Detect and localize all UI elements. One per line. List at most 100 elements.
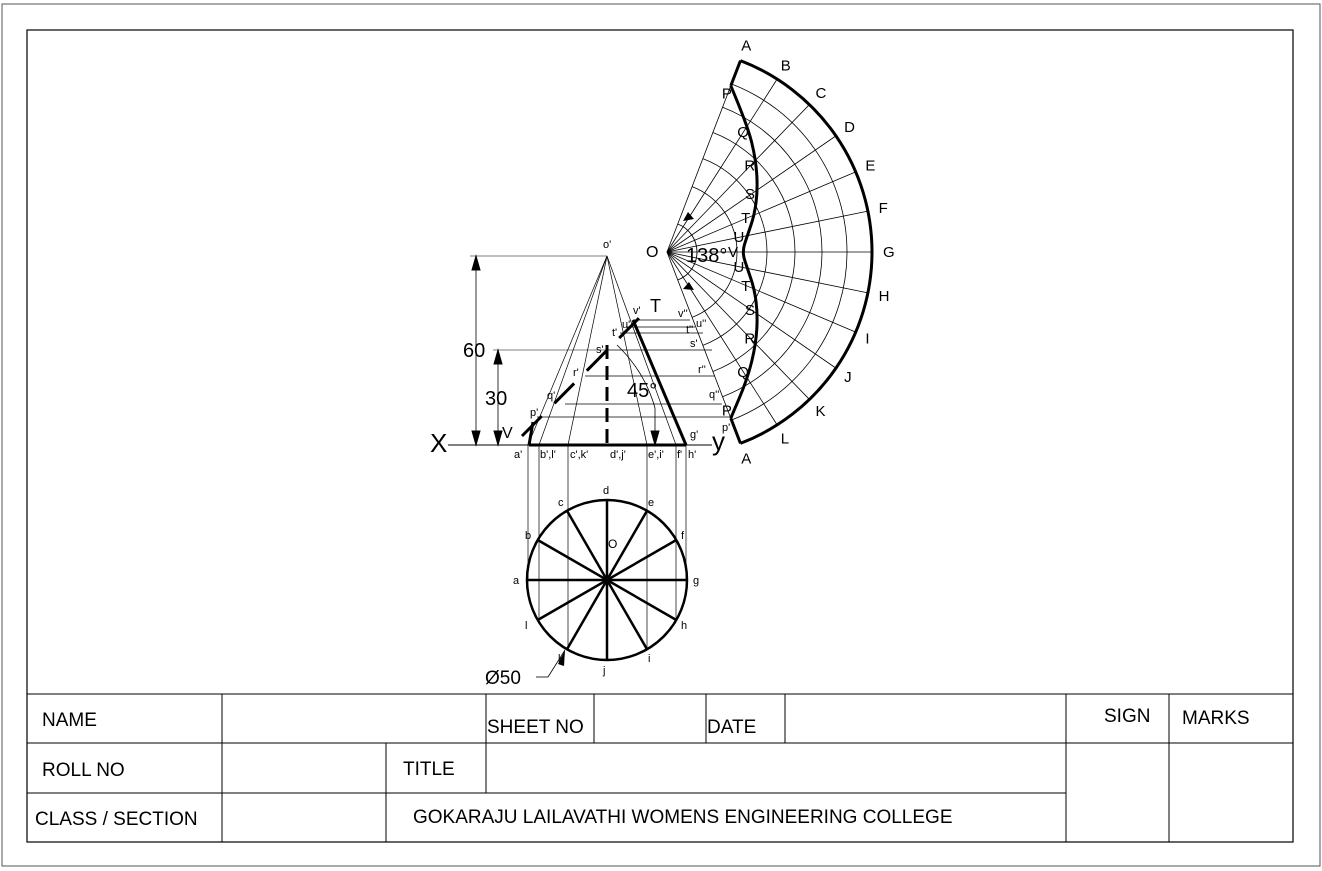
- date-label: DATE: [707, 717, 756, 738]
- development-curve-label: P: [722, 85, 732, 102]
- development-generator: [666, 210, 868, 253]
- projection-label: s': [690, 338, 698, 350]
- development-generator: [666, 251, 868, 294]
- development-generator: [666, 78, 778, 253]
- sign-label: SIGN: [1104, 706, 1150, 727]
- section-curve: [729, 85, 759, 419]
- cut-end-label: T: [650, 296, 661, 316]
- projection-label: v'': [678, 308, 688, 320]
- plan-point-label: f: [681, 530, 685, 542]
- projection-label: r'': [698, 364, 706, 376]
- plan-point-label: k: [558, 653, 564, 665]
- development-angle-label: 138°: [686, 245, 727, 267]
- development-arc-label: L: [781, 430, 789, 447]
- x-label: X: [430, 428, 447, 458]
- section-label: s': [596, 344, 604, 356]
- development-arc-label: K: [816, 403, 826, 420]
- development-arc-label: A: [741, 450, 751, 467]
- plan-point-label: l: [525, 620, 527, 632]
- development-curve-label: Q: [737, 364, 749, 381]
- section-label: v': [633, 305, 641, 317]
- development-curve-label: S: [745, 302, 755, 319]
- development-curve-label: T: [741, 210, 750, 227]
- plan-point-label: c: [558, 497, 564, 509]
- college-name: GOKARAJU LAILAVATHI WOMENS ENGINEERING C…: [413, 807, 953, 828]
- development-generator: [666, 251, 741, 444]
- generators: [527, 255, 677, 446]
- plan-point-label: j: [602, 665, 605, 677]
- base-label: e',i': [648, 449, 664, 461]
- plan-projectors: [527, 445, 687, 650]
- development-curve-label: Q: [737, 124, 749, 141]
- projection-label: p': [722, 422, 730, 434]
- dim-height-label: 60: [463, 340, 485, 362]
- development-arc-label: E: [865, 158, 875, 175]
- development-generator: [666, 251, 837, 369]
- cut-start-label: V: [502, 425, 513, 442]
- top-plan: [525, 498, 689, 678]
- development-arc-label: A: [741, 38, 751, 55]
- development: [666, 59, 874, 445]
- base-label: d',j': [610, 449, 626, 461]
- plan-point-label: g: [693, 575, 699, 587]
- development-apex-label: O: [646, 244, 658, 261]
- base-label: a': [514, 449, 522, 461]
- projection-label: u'': [696, 318, 706, 330]
- development-arc-label: C: [816, 85, 827, 102]
- name-label: NAME: [42, 710, 97, 731]
- plan-point-label: d: [603, 485, 609, 497]
- plan-spoke: [537, 538, 677, 622]
- section-label: r': [573, 367, 579, 379]
- sheet-no-label: SHEET NO: [487, 717, 584, 738]
- outer-border: [1, 3, 1321, 867]
- apex-label: o': [603, 239, 611, 251]
- development-arc-label: J: [844, 369, 852, 386]
- class-section-label: CLASS / SECTION: [35, 809, 198, 830]
- development-arc-label: H: [879, 288, 890, 305]
- projection-lines: [537, 319, 732, 418]
- y-label: y: [712, 426, 725, 456]
- development-generator: [666, 251, 778, 426]
- development-arc-label: B: [781, 58, 791, 75]
- development-generator: [666, 60, 741, 253]
- development-arc-label: G: [883, 244, 895, 261]
- diameter-label: Ø50: [485, 668, 521, 689]
- title-label: TITLE: [403, 759, 455, 780]
- development-curve-label: S: [745, 186, 755, 203]
- cutting-plane: [520, 305, 652, 438]
- base-label: g': [690, 429, 698, 441]
- development-curve-label: T: [741, 278, 750, 295]
- development-curve-label: U: [734, 229, 745, 246]
- development-generator: [666, 251, 810, 400]
- development-generator: [666, 135, 837, 253]
- section-label: q': [547, 390, 555, 402]
- inner-border: [26, 29, 1294, 843]
- base-label: h': [688, 449, 696, 461]
- base-label: c',k': [570, 449, 588, 461]
- development-outer-arc: [739, 59, 874, 445]
- section-label: u': [622, 319, 630, 331]
- plan-point-label: e: [648, 497, 654, 509]
- marks-label: MARKS: [1182, 708, 1250, 729]
- development-curve-label: V: [728, 244, 738, 261]
- development-arc-label: D: [844, 119, 855, 136]
- development-arc-label: F: [879, 200, 888, 217]
- plan-point-label: a: [513, 575, 520, 587]
- plan-center-label: O: [608, 537, 617, 551]
- projection-label: t'': [686, 324, 693, 336]
- front-elevation: [448, 254, 732, 650]
- development-curve-label: P: [722, 403, 732, 420]
- development-generator: [666, 251, 856, 333]
- plan-point-label: i: [648, 653, 650, 665]
- angle-label: 45°: [627, 380, 657, 402]
- development-curve-label: R: [744, 330, 755, 347]
- base-label: f': [677, 449, 682, 461]
- section-label: p': [530, 407, 538, 419]
- title-block: [27, 693, 1293, 842]
- base-label: b',l': [540, 449, 556, 461]
- projection-label: q'': [709, 389, 719, 401]
- development-generator: [666, 104, 810, 253]
- section-label: t': [612, 327, 617, 339]
- development-curve-label: U: [734, 259, 745, 276]
